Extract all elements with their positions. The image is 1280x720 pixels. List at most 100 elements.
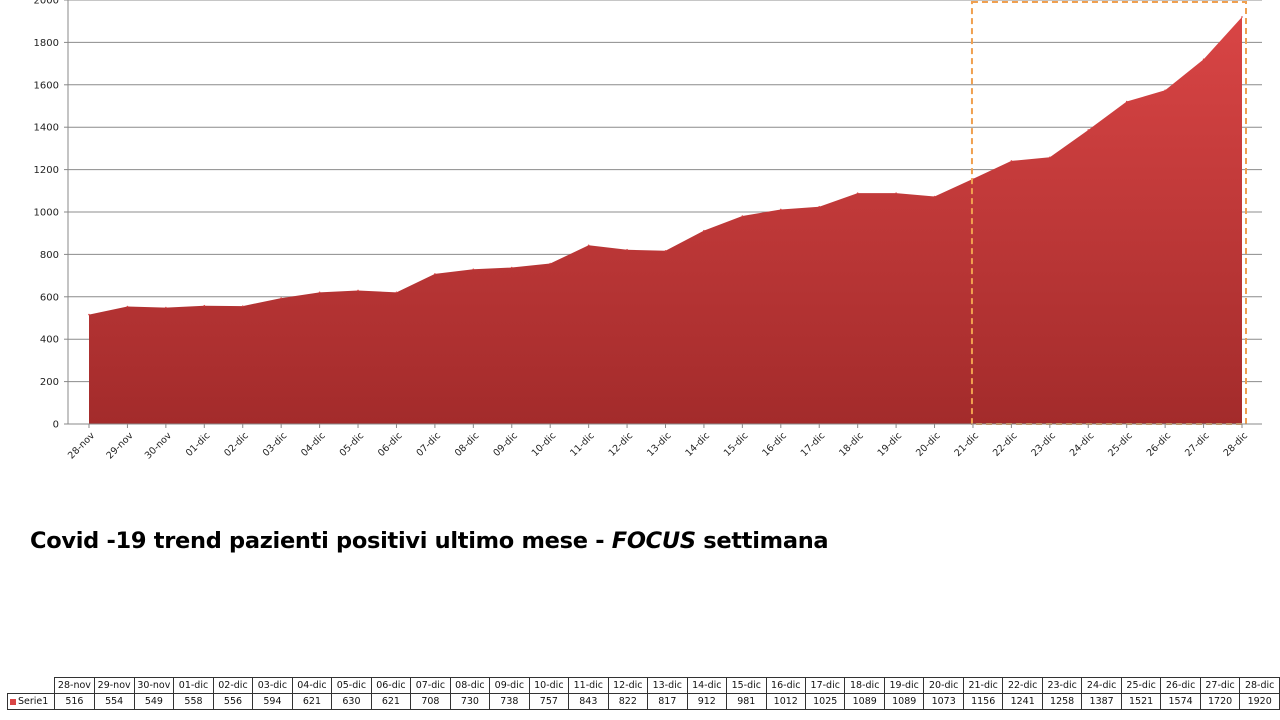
- x-tick-label: 24-dic: [1068, 430, 1097, 459]
- data-table-value-cell: 730: [449, 693, 491, 710]
- data-table-category-cell: 10-dic: [528, 677, 570, 694]
- series-area-shape: [89, 16, 1242, 425]
- x-tick-label: 10-dic: [530, 430, 559, 459]
- data-table-value-cell: 1089: [844, 693, 885, 710]
- x-tick-label: 18-dic: [837, 430, 866, 459]
- y-tick-label: 1000: [34, 208, 59, 219]
- data-table-category-cell: 15-dic: [726, 677, 767, 694]
- data-point: [1010, 160, 1013, 162]
- data-table-series-cell: Serie1: [6, 693, 56, 710]
- y-tick-label: 200: [40, 377, 59, 388]
- chart-title-tail: settimana: [695, 528, 829, 554]
- data-table-value-cell: 1156: [962, 693, 1004, 710]
- data-table-value-cell: 708: [410, 693, 451, 710]
- data-table-value-cell: 594: [252, 693, 293, 710]
- data-table-series-row: Serie1 516 554 549 558 556 594 621 630 621 708 730…: [6, 693, 1280, 710]
- data-point: [472, 268, 475, 271]
- data-table-value-cell: 1720: [1199, 693, 1241, 710]
- x-tick-label: 11-dic: [568, 430, 597, 459]
- data-table-category-cell: 30-nov: [133, 677, 175, 694]
- data-table-category-cell: 26-dic: [1160, 677, 1201, 694]
- x-tick-label: 05-dic: [338, 430, 367, 459]
- x-tick-label: 25-dic: [1106, 430, 1135, 459]
- data-table-value-cell: 757: [528, 693, 570, 710]
- data-table-category-cell: 18-dic: [844, 677, 885, 694]
- data-table-category-cell: 23-dic: [1041, 677, 1083, 694]
- data-table-value-cell: 1387: [1081, 693, 1122, 710]
- data-table-value-cell: 549: [133, 693, 175, 710]
- data-point: [510, 266, 513, 269]
- x-tick-label: 09-dic: [491, 430, 520, 459]
- x-tick-label: 26-dic: [1145, 430, 1174, 459]
- data-table-header-row: 28-nov 29-nov 30-nov 01-dic 02-dic 03-dic 04-d…: [7, 677, 1280, 694]
- data-table-category-cell: 14-dic: [686, 677, 728, 694]
- x-tick-label: 04-dic: [299, 430, 328, 459]
- data-point: [241, 305, 244, 307]
- data-point: [1202, 58, 1205, 61]
- data-point: [357, 289, 359, 292]
- x-tick-label: 06-dic: [376, 430, 405, 459]
- data-point: [88, 313, 90, 316]
- data-table-category-cell: 28-dic: [1239, 677, 1280, 694]
- x-tick-label: 01-dic: [184, 430, 213, 459]
- data-table-category-cell: 16-dic: [765, 677, 807, 694]
- data-table-category-cell: 03-dic: [252, 677, 293, 694]
- data-point: [1049, 156, 1051, 159]
- data-point: [741, 215, 744, 217]
- data-table-category-cell: 13-dic: [647, 677, 688, 694]
- data-table-category-cell: 19-dic: [883, 677, 925, 694]
- data-table-category-cell: 12-dic: [607, 677, 649, 694]
- data-table-value-cell: 630: [331, 693, 372, 710]
- data-table-category-cell: 04-dic: [291, 677, 333, 694]
- data-table-value-cell: 1241: [1002, 693, 1043, 710]
- y-tick-label: 0: [53, 420, 59, 431]
- data-table-value-cell: 1012: [765, 693, 807, 710]
- data-point: [856, 192, 859, 194]
- data-table-category-cell: 08-dic: [449, 677, 491, 694]
- data-table-corner: [7, 677, 56, 694]
- data-table-category-cell: 01-dic: [173, 677, 214, 694]
- y-tick-label: 1400: [34, 123, 59, 134]
- data-point: [1164, 89, 1166, 92]
- x-tick-label: 07-dic: [414, 430, 443, 459]
- x-axis: 28-nov 29-nov 30-nov 01-dic 02-dic 03-dic 04-d…: [66, 423, 1262, 461]
- x-tick-label: 13-dic: [645, 430, 674, 459]
- data-point: [549, 262, 551, 265]
- data-table-category-cell: 28-nov: [54, 677, 95, 694]
- data-table-value-cell: 912: [686, 693, 728, 710]
- x-tick-label: 15-dic: [722, 430, 751, 459]
- data-point: [703, 229, 705, 232]
- data-point: [126, 305, 129, 308]
- data-table-category-cell: 06-dic: [370, 677, 412, 694]
- data-point: [395, 291, 398, 294]
- x-tick-label: 02-dic: [222, 430, 251, 459]
- data-table-category-cell: 05-dic: [331, 677, 372, 694]
- data-point: [1125, 100, 1128, 103]
- data-point: [318, 291, 321, 294]
- y-tick-label: 1600: [34, 80, 59, 91]
- x-tick-label: 30-nov: [143, 430, 174, 461]
- data-point: [780, 208, 782, 211]
- data-point: [434, 273, 436, 275]
- x-tick-label: 14-dic: [683, 430, 712, 459]
- data-table-value-cell: 554: [93, 693, 135, 710]
- data-table-value-cell: 1258: [1041, 693, 1083, 710]
- chart-title-focus: FOCUS: [611, 528, 696, 554]
- x-tick-label: 21-dic: [953, 430, 982, 459]
- data-point: [1087, 129, 1090, 131]
- x-tick-label: 28-dic: [1222, 430, 1251, 459]
- area-chart: 0 200 400 600 800 1000 1200 1400 1600 1800 2000 28…: [34, 0, 1262, 461]
- y-axis: 0 200 400 600 800 1000 1200 1400 1600 1800 2000: [34, 0, 69, 431]
- data-table-category-cell: 17-dic: [804, 677, 846, 694]
- x-tick-label: 20-dic: [914, 430, 943, 459]
- data-table-value-cell: 1089: [883, 693, 925, 710]
- y-tick-label: 600: [40, 292, 59, 303]
- data-table-value-cell: 738: [489, 693, 530, 710]
- y-tick-label: 400: [40, 335, 59, 346]
- data-table-value-cell: 621: [370, 693, 412, 710]
- x-tick-label: 23-dic: [1029, 430, 1058, 459]
- data-point: [165, 306, 167, 309]
- x-tick-label: 27-dic: [1183, 430, 1212, 459]
- data-table-value-cell: 1073: [923, 693, 964, 710]
- data-table-value-cell: 822: [607, 693, 649, 710]
